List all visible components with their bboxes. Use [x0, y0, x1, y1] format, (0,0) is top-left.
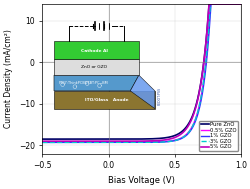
- 0.5% GZO: [130, 141, 133, 143]
- 3% GZO: [92, 141, 94, 144]
- Line: 3% GZO: 3% GZO: [42, 4, 240, 143]
- Line: Pure ZnO: Pure ZnO: [42, 4, 240, 139]
- 0.5% GZO: [157, 141, 160, 143]
- Pure ZnO: [157, 137, 160, 139]
- 5% GZO: [173, 136, 176, 139]
- Line: 0.5% GZO: 0.5% GZO: [42, 4, 240, 142]
- 0.5% GZO: [92, 141, 94, 143]
- Pure ZnO: [207, 3, 210, 5]
- 3% GZO: [190, 126, 192, 129]
- 5% GZO: [76, 140, 79, 142]
- 1% GZO: [190, 128, 192, 130]
- 3% GZO: [208, 3, 211, 5]
- 5% GZO: [207, 3, 210, 5]
- Y-axis label: Current Density (mA/cm²): Current Density (mA/cm²): [4, 29, 13, 128]
- 0.5% GZO: [41, 141, 44, 143]
- 0.5% GZO: [238, 3, 241, 5]
- 3% GZO: [238, 3, 241, 5]
- Pure ZnO: [238, 3, 241, 5]
- 5% GZO: [190, 118, 192, 120]
- 5% GZO: [238, 3, 241, 5]
- Pure ZnO: [130, 138, 133, 140]
- 1% GZO: [173, 139, 176, 142]
- Pure ZnO: [190, 116, 192, 119]
- Pure ZnO: [41, 138, 44, 140]
- 3% GZO: [157, 141, 160, 143]
- Pure ZnO: [92, 138, 94, 140]
- 1% GZO: [130, 141, 133, 144]
- Pure ZnO: [76, 138, 79, 140]
- X-axis label: Bias Voltage (V): Bias Voltage (V): [108, 176, 174, 185]
- 1% GZO: [41, 141, 44, 144]
- Legend: Pure ZnO, 0.5% GZO, 1% GZO, 3% GZO, 5% GZO: Pure ZnO, 0.5% GZO, 1% GZO, 3% GZO, 5% G…: [198, 121, 237, 151]
- 0.5% GZO: [76, 141, 79, 143]
- 5% GZO: [130, 140, 133, 142]
- Line: 1% GZO: 1% GZO: [42, 4, 240, 143]
- 0.5% GZO: [190, 126, 192, 129]
- 3% GZO: [41, 141, 44, 144]
- 5% GZO: [92, 140, 94, 142]
- 3% GZO: [76, 141, 79, 144]
- 1% GZO: [92, 141, 94, 144]
- 5% GZO: [41, 140, 44, 142]
- 1% GZO: [238, 3, 241, 5]
- 1% GZO: [209, 3, 212, 5]
- Pure ZnO: [173, 134, 176, 137]
- 0.5% GZO: [173, 139, 176, 141]
- Line: 5% GZO: 5% GZO: [42, 4, 240, 141]
- 3% GZO: [173, 139, 176, 142]
- 1% GZO: [76, 141, 79, 144]
- 3% GZO: [130, 141, 133, 144]
- 0.5% GZO: [208, 3, 211, 5]
- 1% GZO: [157, 141, 160, 143]
- 5% GZO: [157, 139, 160, 142]
